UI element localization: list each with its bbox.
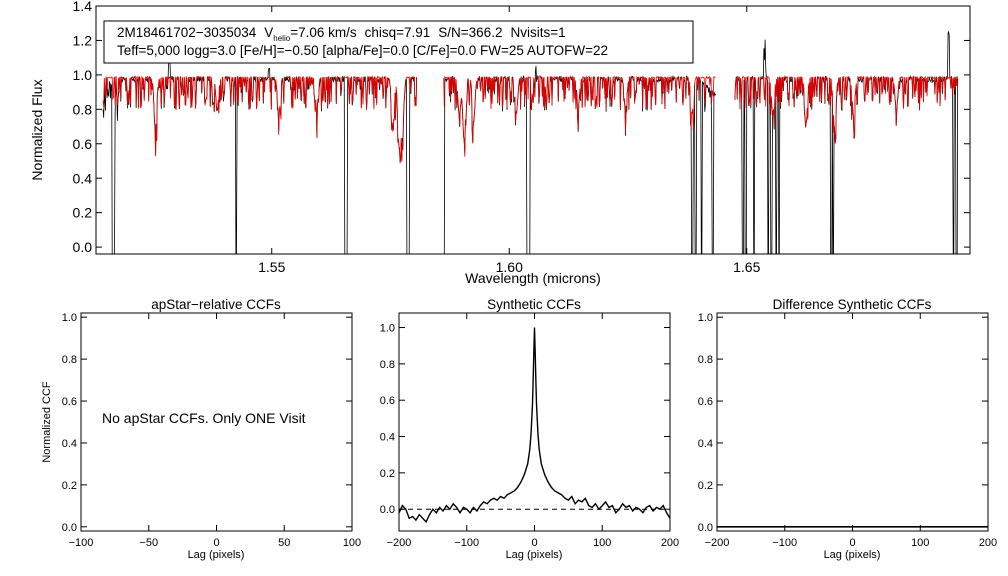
synthetic-ccf-x-tick-label: −100 [454, 537, 479, 549]
difference-ccf-x-tick-label: 100 [911, 537, 929, 549]
apstar-ccf-axes: −100 −50 0 50 100 0.0 0.2 0.4 0.6 0.8 1.0 [62, 312, 361, 549]
apstar-ccf-x-axis-label: Lag (pixels) [188, 549, 245, 561]
synthetic-ccf-x-tick-label: 0 [531, 537, 537, 549]
apstar-ccf-x-tick-label: 50 [278, 537, 290, 549]
difference-ccf-y-tick-label: 0.2 [698, 480, 713, 492]
info-star-id: 2M18461702−3035034 [117, 25, 257, 40]
spectrum-y-tick-label: 0.0 [73, 239, 93, 255]
info-chisq: chisq=7.91 [365, 25, 431, 40]
info-nvisits: Nvisits=1 [510, 25, 565, 40]
info-vhelio-value: =7.06 km/s [290, 25, 357, 40]
spectrum-y-tick-label: 0.2 [73, 205, 93, 221]
synthetic-ccf-x-tick-label: 200 [661, 537, 679, 549]
spectrum-y-axis-label: Normalized Flux [29, 79, 45, 180]
apstar-ccf-y-tick-label: 0.2 [62, 480, 77, 492]
spectrum-x-tick-label: 1.65 [733, 259, 760, 275]
spectrum-plot-frame [95, 5, 971, 255]
difference-ccf-plot-frame [716, 312, 989, 532]
spectrum-y-tick-label: 0.6 [73, 136, 93, 152]
spectrum-panel: 1.55 1.60 1.65 0.0 0.2 0.4 0.6 0.8 1.0 1.2 1.4 Wav… [29, 0, 971, 286]
synthetic-ccf-y-tick-label: 0.0 [380, 504, 395, 516]
apstar-ccf-x-tick-label: 100 [343, 537, 361, 549]
apstar-ccf-y-tick-label: 0.4 [62, 438, 77, 450]
difference-ccf-x-tick-label: 200 [979, 537, 997, 549]
spectrum-x-tick-label: 1.60 [496, 259, 523, 275]
difference-ccf-y-tick-label: 0.8 [698, 354, 713, 366]
synthetic-spectrum-line [102, 75, 417, 164]
synthetic-ccf-y-tick-label: 1.0 [380, 322, 395, 334]
spectrum-y-tick-label: 1.2 [73, 32, 93, 48]
apstar-ccf-x-tick-label: −50 [139, 537, 158, 549]
spectrum-y-tick-label: 1.0 [73, 67, 93, 83]
spectrum-info-box: 2M18461702−3035034 Vhelio=7.06 km/s chisq=… [103, 20, 694, 64]
spectrum-x-tick-label: 1.55 [258, 259, 285, 275]
spectrum-y-tick-label: 0.8 [73, 101, 93, 117]
difference-ccf-title: Difference Synthetic CCFs [773, 297, 932, 312]
info-line-1: 2M18461702−3035034 Vhelio=7.06 km/s chisq=… [117, 25, 566, 43]
difference-ccf-y-tick-label: 0.6 [698, 396, 713, 408]
difference-ccf-y-tick-label: 0.0 [698, 522, 713, 534]
synthetic-ccf-series [398, 327, 671, 524]
synthetic-spectrum-line [734, 75, 959, 144]
observed-spectrum-line [734, 30, 959, 255]
synthetic-ccf-y-tick-label: 0.2 [380, 468, 395, 480]
synthetic-ccf-x-tick-label: −200 [387, 537, 412, 549]
apstar-ccf-x-tick-label: 0 [213, 537, 219, 549]
apstar-ccf-y-axis-label: Normalized CCF [41, 381, 53, 463]
info-vhelio-symbol: V [264, 25, 273, 40]
synthetic-ccf-title: Synthetic CCFs [487, 297, 581, 312]
synthetic-ccf-y-tick-label: 0.4 [380, 431, 395, 443]
info-line-2: Teff=5,000 logg=3.0 [Fe/H]=−0.50 [alpha/… [117, 43, 608, 58]
difference-ccf-x-tick-label: −100 [772, 537, 797, 549]
difference-ccf-panel: −200 −100 0 100 200 0.0 0.2 0.4 0.6 0.8 1.0 Differ… [698, 297, 997, 561]
synthetic-ccf-panel: −200 −100 0 100 200 0.0 0.2 0.4 0.6 0.8 1.0 Synthe… [380, 297, 679, 561]
apstar-ccf-title: apStar−relative CCFs [151, 297, 281, 312]
synthetic-ccf-y-tick-label: 0.8 [380, 359, 395, 371]
spectrum-series [102, 30, 959, 255]
difference-ccf-axes: −200 −100 0 100 200 0.0 0.2 0.4 0.6 0.8 1.0 [698, 312, 997, 549]
synthetic-ccf-x-tick-label: 100 [593, 537, 611, 549]
difference-ccf-y-tick-label: 0.4 [698, 438, 713, 450]
difference-ccf-y-tick-label: 1.0 [698, 312, 713, 324]
apstar-ccf-y-tick-label: 1.0 [62, 312, 77, 324]
difference-ccf-x-tick-label: 0 [849, 537, 855, 549]
synthetic-ccf-y-tick-label: 0.6 [380, 395, 395, 407]
synthetic-ccf-axes: −200 −100 0 100 200 0.0 0.2 0.4 0.6 0.8 1.0 [380, 313, 679, 549]
difference-ccf-x-axis-label: Lag (pixels) [824, 549, 881, 561]
no-apstar-ccfs-message: No apStar CCFs. Only ONE Visit [102, 410, 306, 426]
spectrum-y-tick-label: 0.4 [73, 170, 93, 186]
spectrum-axes: 1.55 1.60 1.65 0.0 0.2 0.4 0.6 0.8 1.0 1.2 1.4 [73, 0, 970, 275]
spectrum-x-axis-label: Wavelength (microns) [465, 270, 601, 286]
apstar-ccf-y-tick-label: 0.6 [62, 396, 77, 408]
synthetic-spectrum-line [443, 75, 716, 157]
info-snr: S/N=366.2 [438, 25, 502, 40]
info-vhelio-subscript: helio [273, 34, 290, 43]
apstar-ccf-x-tick-label: −100 [69, 537, 94, 549]
synthetic-ccf-x-axis-label: Lag (pixels) [506, 549, 563, 561]
spectrum-info-box-frame [103, 20, 694, 64]
difference-ccf-x-tick-label: −200 [705, 537, 730, 549]
apstar-ccf-y-tick-label: 0.8 [62, 354, 77, 366]
synthetic-ccf-line [398, 327, 671, 524]
spectrum-y-tick-label: 1.4 [73, 0, 93, 14]
apstar-ccf-panel: −100 −50 0 50 100 0.0 0.2 0.4 0.6 0.8 1.0 apStar−r… [41, 297, 361, 561]
apstar-ccf-y-tick-label: 0.0 [62, 522, 77, 534]
